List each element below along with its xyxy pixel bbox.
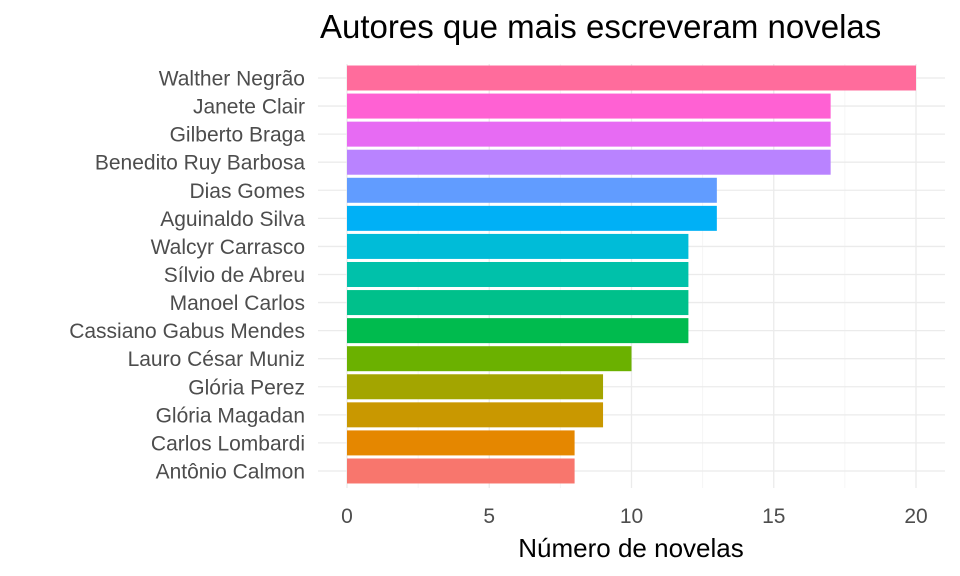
bar <box>347 149 831 175</box>
bar-layer <box>347 65 916 484</box>
bar <box>347 65 916 91</box>
bar <box>347 346 632 372</box>
category-label: Benedito Ruy Barbosa <box>95 152 305 175</box>
x-tick-label: 20 <box>904 505 927 528</box>
bar <box>347 177 717 203</box>
category-label: Walcyr Carrasco <box>151 236 305 259</box>
bar <box>347 430 575 456</box>
x-tick-label: 0 <box>341 505 353 528</box>
category-label: Antônio Calmon <box>156 460 305 483</box>
bar <box>347 261 689 287</box>
category-label: Carlos Lombardi <box>151 432 305 455</box>
category-label: Lauro César Muniz <box>128 348 305 371</box>
category-label: Dias Gomes <box>189 180 305 203</box>
bar <box>347 93 831 119</box>
bar <box>347 233 689 259</box>
category-label: Glória Perez <box>188 376 305 399</box>
chart-title: Autores que mais escreveram novelas <box>320 8 882 45</box>
bar <box>347 318 689 344</box>
category-label: Aguinaldo Silva <box>160 208 305 231</box>
category-label: Manoel Carlos <box>170 292 305 315</box>
bar <box>347 121 831 147</box>
x-axis-title: Número de novelas <box>518 533 743 563</box>
category-label: Janete Clair <box>193 96 305 119</box>
category-label: Cassiano Gabus Mendes <box>69 320 305 343</box>
x-tick-label: 15 <box>762 505 785 528</box>
category-label: Glória Magadan <box>156 404 305 427</box>
x-tick-labels: 0 5 10 15 20 <box>341 505 928 528</box>
category-label: Sílvio de Abreu <box>164 264 305 287</box>
bar <box>347 374 604 400</box>
x-tick-label: 5 <box>483 505 495 528</box>
x-tick-label: 10 <box>620 505 643 528</box>
bar <box>347 205 717 231</box>
bar <box>347 402 604 428</box>
category-label: Walther Negrão <box>159 68 305 91</box>
bar <box>347 290 689 316</box>
category-label: Gilberto Braga <box>170 124 306 147</box>
category-labels: Walther Negrão Janete Clair Gilberto Braga… <box>69 68 305 484</box>
bar <box>347 458 575 484</box>
